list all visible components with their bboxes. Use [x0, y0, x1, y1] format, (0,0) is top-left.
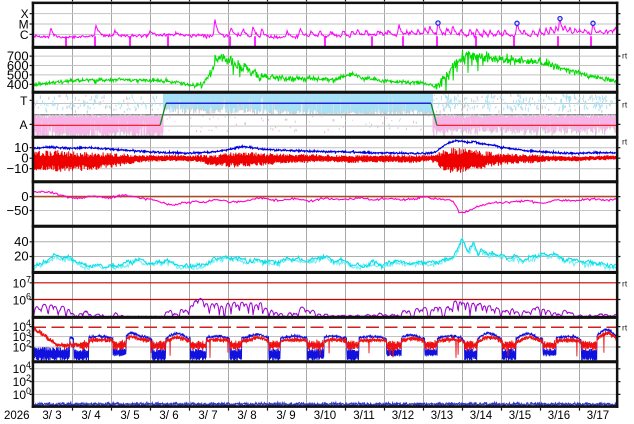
- svg-text:2: 2: [26, 373, 31, 383]
- svg-text:600: 600: [7, 58, 29, 73]
- svg-text:0: 0: [21, 151, 28, 166]
- svg-text:3/16: 3/16: [548, 410, 570, 422]
- svg-text:C: C: [20, 28, 29, 42]
- svg-text:3/15: 3/15: [509, 410, 531, 422]
- svg-text:A: A: [19, 118, 27, 132]
- svg-text:10: 10: [13, 330, 27, 344]
- svg-text:rt: rt: [622, 100, 628, 110]
- svg-text:10: 10: [13, 375, 27, 389]
- svg-text:4: 4: [26, 318, 31, 328]
- svg-text:10: 10: [13, 293, 27, 307]
- svg-text:0: 0: [21, 189, 28, 204]
- svg-text:X: X: [21, 7, 29, 21]
- svg-text:3/14: 3/14: [470, 410, 493, 422]
- svg-text:4: 4: [26, 360, 31, 370]
- svg-text:rt: rt: [622, 137, 628, 147]
- svg-text:3/12: 3/12: [392, 410, 414, 422]
- svg-text:3/ 5: 3/ 5: [120, 410, 139, 422]
- svg-text:10: 10: [14, 140, 28, 155]
- svg-text:−50: −50: [7, 203, 29, 218]
- svg-text:10: 10: [13, 388, 27, 402]
- svg-text:3/ 4: 3/ 4: [81, 410, 101, 422]
- svg-text:7: 7: [26, 275, 31, 285]
- svg-text:40: 40: [14, 234, 28, 249]
- svg-text:3/17: 3/17: [587, 410, 609, 422]
- svg-text:700: 700: [7, 49, 29, 64]
- svg-text:2: 2: [26, 338, 31, 348]
- svg-text:−10: −10: [7, 161, 29, 176]
- svg-text:M: M: [19, 18, 29, 32]
- svg-text:10: 10: [13, 320, 27, 334]
- svg-text:400: 400: [7, 77, 29, 92]
- svg-text:500: 500: [7, 67, 29, 82]
- svg-text:rt: rt: [622, 279, 628, 289]
- svg-text:3/ 3: 3/ 3: [42, 410, 61, 422]
- svg-text:rt: rt: [622, 323, 628, 333]
- svg-text:10: 10: [13, 362, 27, 376]
- svg-text:3/13: 3/13: [431, 410, 453, 422]
- svg-text:3/ 9: 3/ 9: [276, 410, 295, 422]
- svg-text:10: 10: [13, 340, 27, 354]
- svg-text:3/ 8: 3/ 8: [237, 410, 256, 422]
- svg-text:10: 10: [13, 277, 27, 291]
- svg-text:2026: 2026: [4, 410, 30, 422]
- svg-text:0: 0: [26, 386, 31, 396]
- svg-text:3: 3: [26, 328, 31, 338]
- svg-text:3/ 6: 3/ 6: [159, 410, 178, 422]
- svg-text:T: T: [20, 94, 28, 108]
- svg-text:6: 6: [26, 291, 31, 301]
- svg-text:3/10: 3/10: [314, 410, 336, 422]
- svg-text:3/ 7: 3/ 7: [198, 410, 217, 422]
- svg-text:rt: rt: [622, 51, 628, 61]
- svg-text:20: 20: [14, 249, 28, 264]
- svg-text:3/11: 3/11: [353, 410, 375, 422]
